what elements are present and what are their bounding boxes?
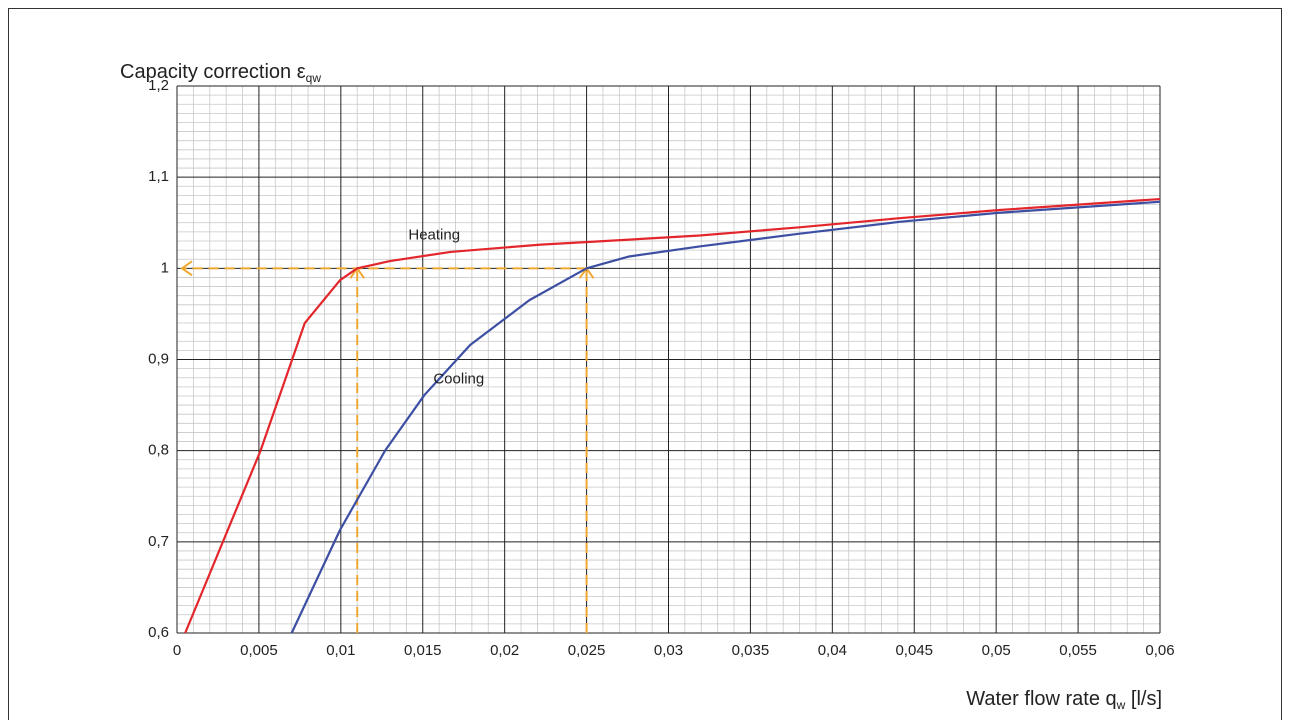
x-tick-label: 0,03 (654, 642, 683, 659)
x-tick-label: 0,04 (818, 642, 847, 659)
x-tick-label: 0,045 (895, 642, 933, 659)
annotation: Heating (408, 226, 460, 243)
y-tick-label: 1 (161, 259, 169, 276)
x-tick-label: 0,025 (568, 642, 606, 659)
frame (8, 8, 1282, 720)
x-tick-label: 0,01 (326, 642, 355, 659)
y-tick-label: 0,9 (148, 350, 169, 367)
x-tick-label: 0,06 (1145, 642, 1174, 659)
xlabel-suffix: [l/s] (1125, 688, 1162, 710)
x-tick-label: 0,02 (490, 642, 519, 659)
y-axis-title: Capacity correction εqw (120, 61, 321, 85)
series-line (290, 200, 1161, 634)
x-tick-label: 0,015 (404, 642, 442, 659)
y-tick-label: 0,6 (148, 624, 169, 641)
x-tick-label: 0,035 (732, 642, 770, 659)
title-text: Capacity correction ε (120, 61, 306, 83)
y-tick-label: 1,1 (148, 168, 169, 185)
guide-arrow (180, 260, 193, 277)
xlabel-text: Water flow rate q (966, 688, 1116, 710)
title-sub: qw (306, 71, 322, 85)
x-tick-label: 0,055 (1059, 642, 1097, 659)
annotation: Cooling (433, 371, 484, 388)
y-tick-label: 1,2 (148, 77, 169, 94)
x-axis-title: Water flow rate qw [l/s] (966, 688, 1162, 712)
xlabel-sub: w (1116, 698, 1126, 712)
x-tick-label: 0 (173, 642, 181, 659)
y-tick-label: 0,8 (148, 442, 169, 459)
x-tick-label: 0,05 (982, 642, 1011, 659)
series-line (184, 197, 1161, 634)
x-tick-label: 0,005 (240, 642, 278, 659)
y-tick-label: 0,7 (148, 533, 169, 550)
